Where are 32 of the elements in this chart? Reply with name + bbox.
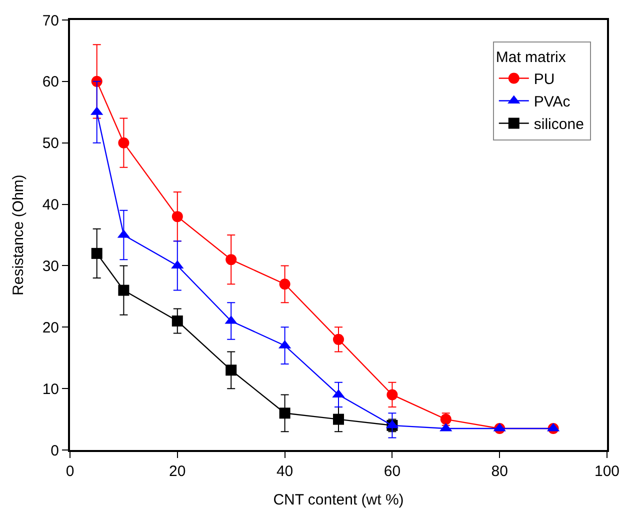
point bbox=[172, 211, 183, 222]
y-tick-label: 50 bbox=[42, 135, 59, 152]
point bbox=[172, 316, 183, 326]
point bbox=[118, 284, 130, 296]
y-tick-label: 60 bbox=[42, 74, 59, 91]
point bbox=[226, 364, 237, 376]
x-tick-label: 0 bbox=[66, 463, 74, 480]
legend-label: PVAc bbox=[534, 94, 571, 111]
y-tick-label: 0 bbox=[50, 442, 59, 460]
point bbox=[226, 254, 237, 266]
legend-label: PU bbox=[534, 71, 555, 88]
x-axis-title: CNT content (wt %) bbox=[273, 492, 404, 508]
point bbox=[386, 389, 398, 400]
y-tick-label: 30 bbox=[42, 258, 59, 275]
x-tick-label: 40 bbox=[276, 463, 294, 480]
y-tick-label: 20 bbox=[42, 319, 59, 336]
point bbox=[118, 137, 130, 148]
point bbox=[279, 278, 290, 290]
y-tick-label: 40 bbox=[42, 196, 59, 214]
point bbox=[91, 248, 102, 259]
y-tick-label: 10 bbox=[42, 380, 59, 398]
x-tick-label: 60 bbox=[384, 463, 401, 480]
x-tick-label: 80 bbox=[491, 463, 508, 480]
legend-label: silicone bbox=[534, 116, 584, 134]
x-tick-label: 20 bbox=[169, 463, 186, 480]
point bbox=[333, 414, 344, 425]
y-tick-label: 70 bbox=[42, 12, 59, 30]
y-axis-title: Resistance (Ohm) bbox=[10, 174, 28, 296]
point bbox=[279, 408, 290, 419]
x-tick-label: 100 bbox=[594, 463, 620, 480]
legend-title: Mat matrix bbox=[496, 49, 566, 66]
point bbox=[333, 334, 344, 345]
